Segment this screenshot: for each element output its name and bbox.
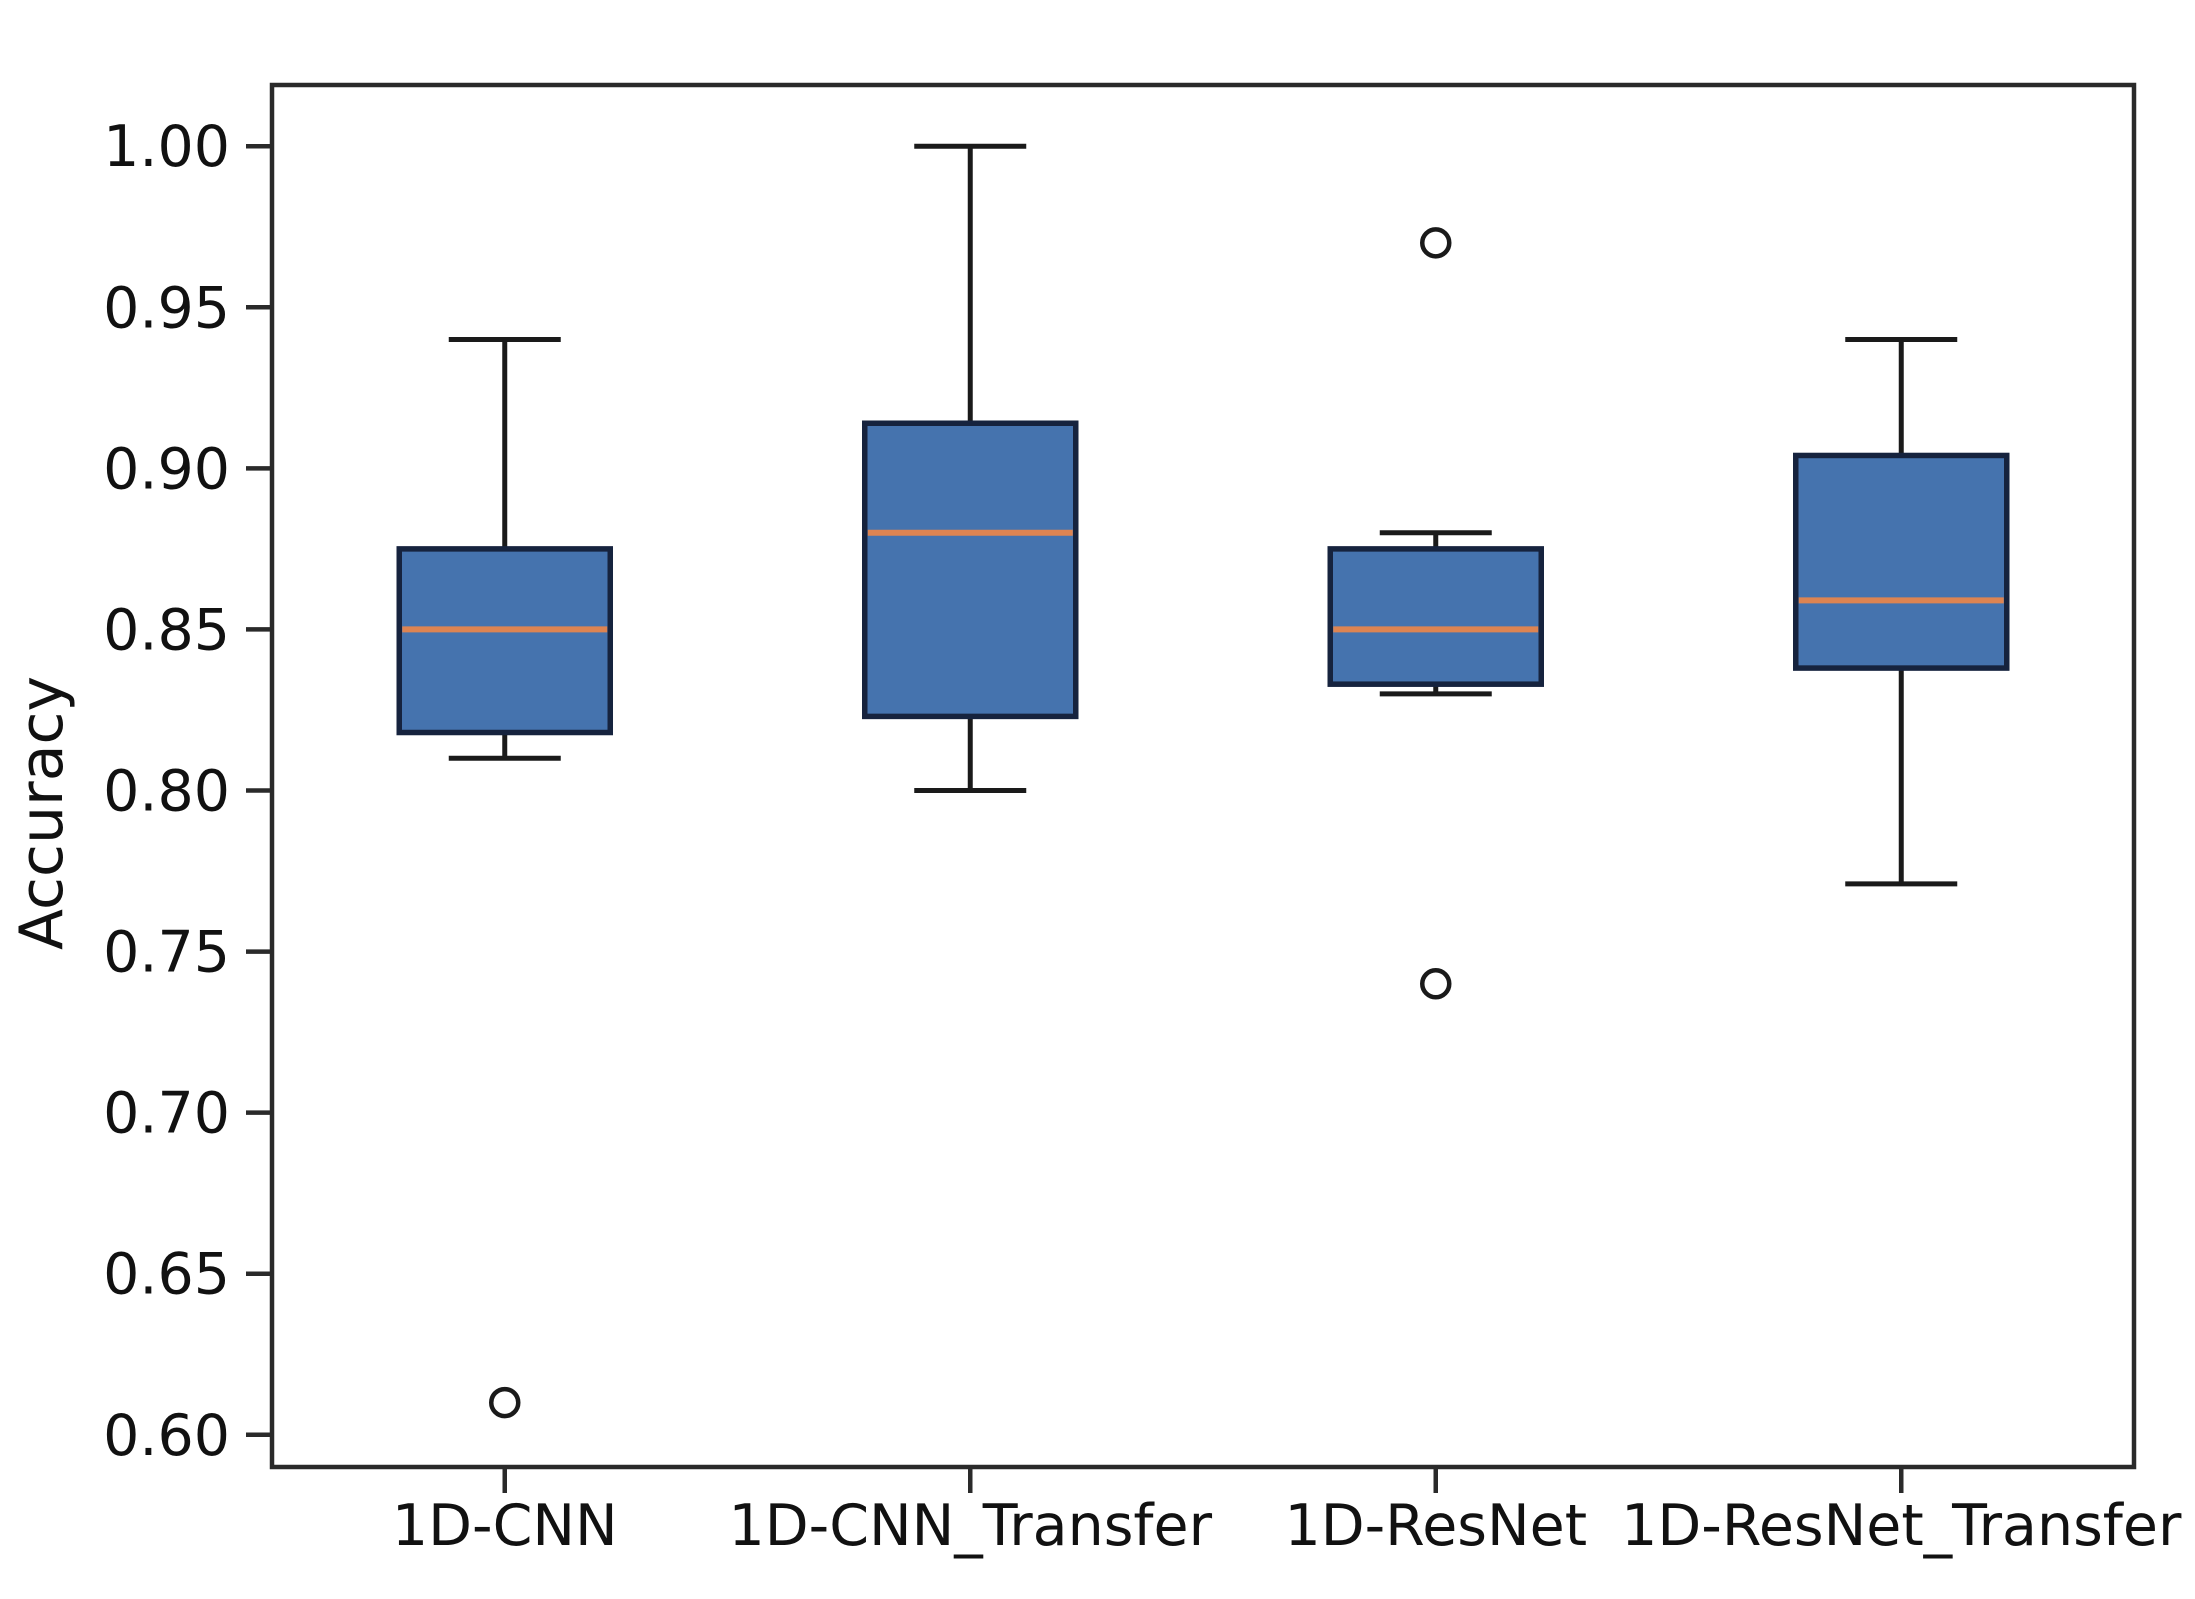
axes-spines — [269, 82, 2137, 1470]
y-tick-label: 0.95 — [103, 275, 230, 341]
outlier-point — [1420, 968, 1452, 1000]
y-tick-label: 0.75 — [103, 920, 230, 986]
plot-background — [272, 85, 2134, 1467]
y-tick-label: 0.90 — [103, 436, 230, 502]
y-axis-title: Accuracy — [7, 676, 77, 950]
box-group-1d-cnn — [396, 336, 613, 1419]
y-tick-label: 0.85 — [103, 597, 230, 663]
x-tick-label: 1D-ResNet — [1284, 1493, 1587, 1559]
y-tick-label: 0.70 — [103, 1081, 230, 1147]
iqr-box — [1793, 452, 2010, 671]
box-group-1d-resnet-transfer — [1793, 336, 2010, 887]
x-tick-label: 1D-CNN_Transfer — [729, 1493, 1213, 1559]
iqr-box — [862, 420, 1079, 720]
x-axis: 1D-CNN 1D-CNN_Transfer 1D-ResNet 1D-ResNet_… — [392, 1467, 2182, 1559]
y-tick-label: 1.00 — [103, 114, 230, 180]
outlier-point — [1420, 227, 1452, 259]
y-axis: 1.00 0.95 0.90 0.85 0.80 0.75 0.70 0.65 0.60 — [103, 114, 272, 1469]
x-tick-label: 1D-CNN — [392, 1493, 618, 1559]
outlier-point — [489, 1386, 521, 1419]
axes-frame — [269, 82, 2137, 1470]
iqr-box — [1327, 546, 1544, 687]
plot-area — [272, 85, 2134, 1467]
box-group-1d-cnn-transfer — [862, 143, 1079, 793]
y-tick-label: 0.65 — [103, 1242, 230, 1308]
y-tick-label: 0.60 — [103, 1403, 230, 1469]
y-tick-label: 0.80 — [103, 758, 230, 824]
iqr-box — [396, 546, 613, 736]
box-group-1d-resnet — [1327, 227, 1544, 1000]
boxplot-series — [396, 143, 2010, 1419]
x-tick-label: 1D-ResNet_Transfer — [1621, 1493, 2182, 1559]
